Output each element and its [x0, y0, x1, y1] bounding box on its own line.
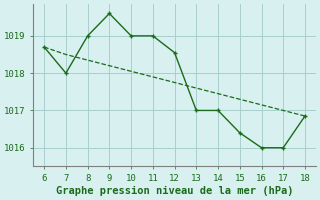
X-axis label: Graphe pression niveau de la mer (hPa): Graphe pression niveau de la mer (hPa) [56, 186, 293, 196]
